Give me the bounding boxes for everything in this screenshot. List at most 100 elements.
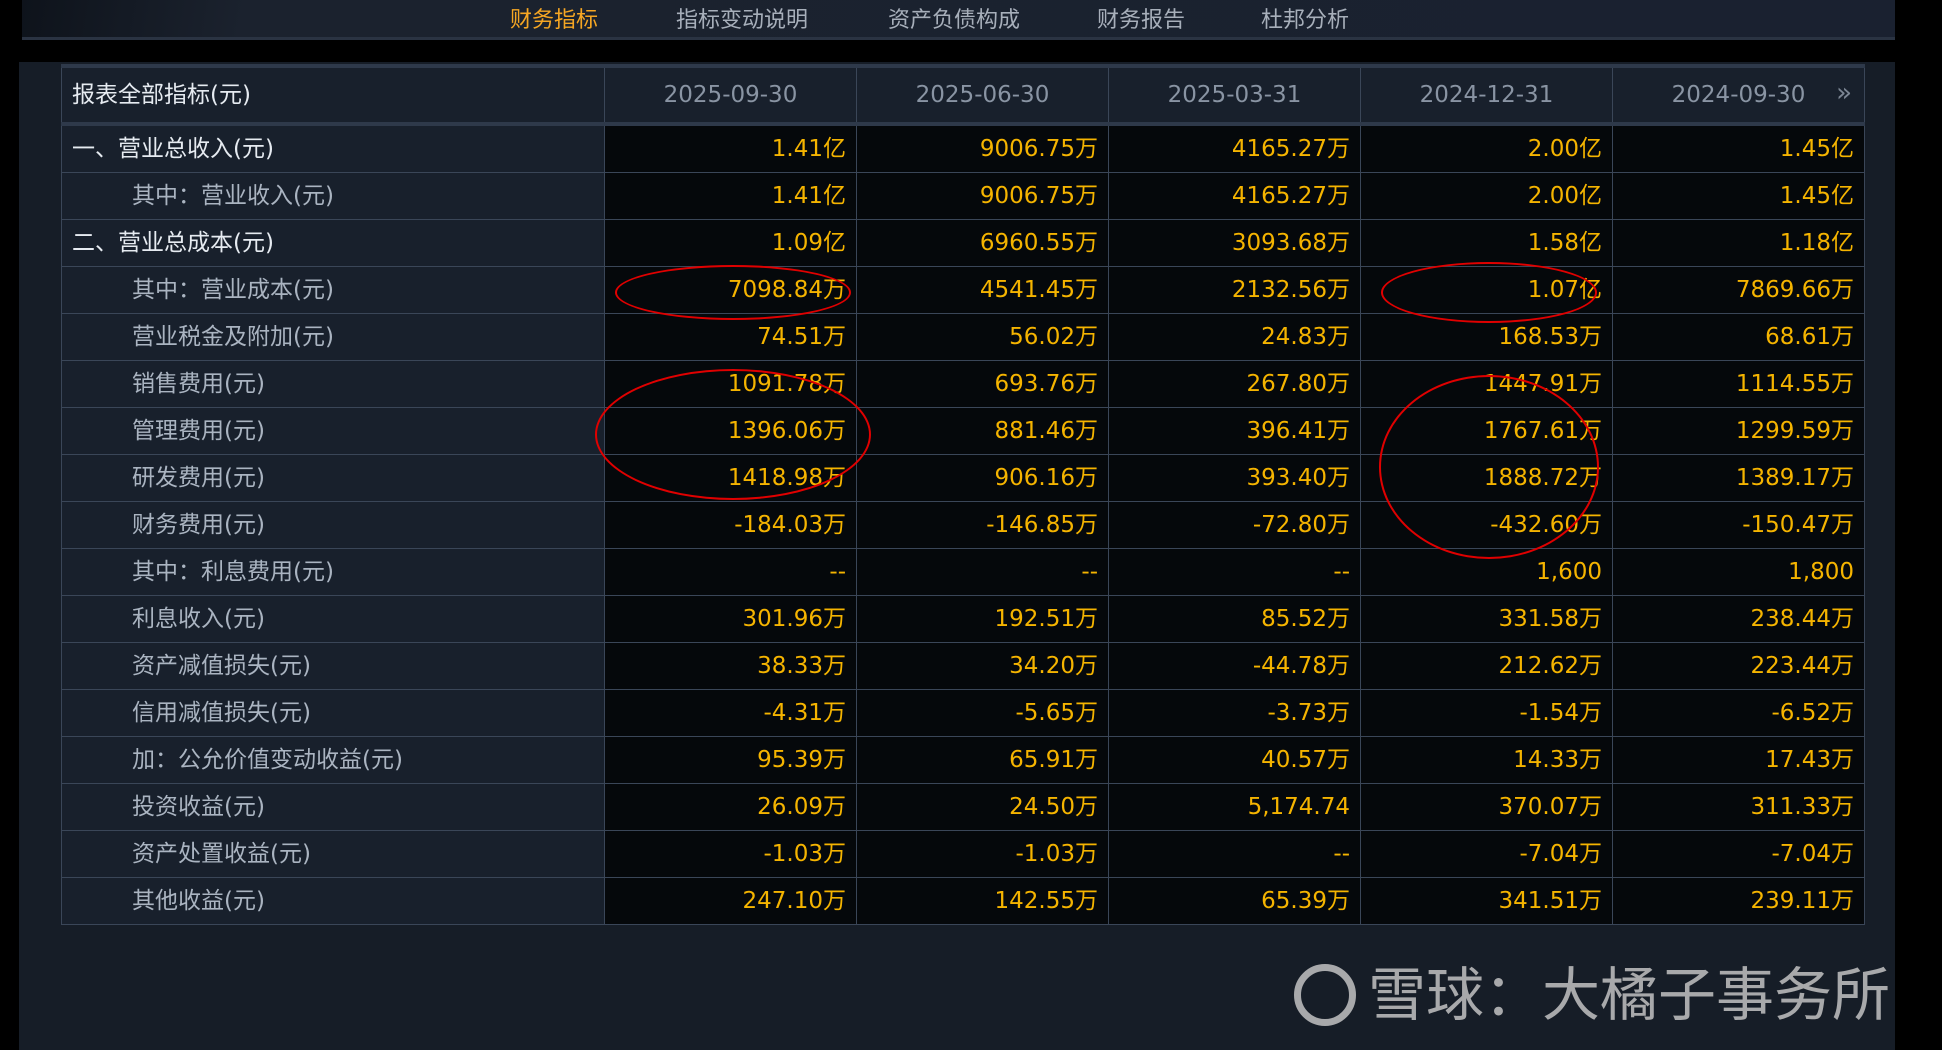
row-label: 其他收益(元) bbox=[61, 877, 605, 925]
tab-indicator-change-notes[interactable]: 指标变动说明 bbox=[675, 8, 809, 33]
value-cell: 3093.68万 bbox=[1108, 219, 1361, 267]
header-period-2024-12-31[interactable]: 2024-12-31 bbox=[1360, 64, 1613, 126]
table-row: 营业税金及附加(元) 74.51万 56.02万 24.83万 168.53万 68.61… bbox=[61, 313, 1865, 361]
table-row: 利息收入(元) 301.96万 192.51万 85.52万 331.58万 238.44… bbox=[61, 595, 1865, 643]
table-row: 其他收益(元) 247.10万 142.55万 65.39万 341.51万 239.11… bbox=[61, 877, 1865, 925]
value-cell: 168.53万 bbox=[1360, 313, 1613, 361]
table-row: 财务费用(元) -184.03万 -146.85万 -72.80万 -432.60万 -1… bbox=[61, 501, 1865, 549]
value-cell: -432.60万 bbox=[1360, 501, 1613, 549]
header-period-2025-03-31[interactable]: 2025-03-31 bbox=[1108, 64, 1361, 126]
row-label: 二、营业总成本(元) bbox=[61, 219, 605, 267]
value-cell: 74.51万 bbox=[604, 313, 857, 361]
table-row: 研发费用(元) 1418.98万 906.16万 393.40万 1888.72万 138… bbox=[61, 454, 1865, 502]
value-cell: 1.45亿 bbox=[1612, 123, 1865, 173]
value-cell: 26.09万 bbox=[604, 783, 857, 831]
value-cell: 393.40万 bbox=[1108, 454, 1361, 502]
value-cell: -5.65万 bbox=[856, 689, 1109, 737]
value-cell: -7.04万 bbox=[1360, 830, 1613, 878]
value-cell: 4541.45万 bbox=[856, 266, 1109, 314]
table-header-row: 报表全部指标(元) 2025-09-30 2025-06-30 2025-03-31… bbox=[61, 64, 1865, 126]
tab-financial-indicators[interactable]: 财务指标 bbox=[509, 8, 599, 33]
header-period-2025-06-30[interactable]: 2025-06-30 bbox=[856, 64, 1109, 126]
header-period-2024-09-30[interactable]: 2024-09-30 » bbox=[1612, 64, 1865, 126]
value-cell: 17.43万 bbox=[1612, 736, 1865, 784]
value-cell: -72.80万 bbox=[1108, 501, 1361, 549]
row-label: 资产减值损失(元) bbox=[61, 642, 605, 690]
tab-balance-sheet-composition[interactable]: 资产负债构成 bbox=[887, 8, 1021, 33]
value-cell: 239.11万 bbox=[1612, 877, 1865, 925]
value-cell: -6.52万 bbox=[1612, 689, 1865, 737]
value-cell: 396.41万 bbox=[1108, 407, 1361, 455]
value-cell: 38.33万 bbox=[604, 642, 857, 690]
row-label: 其中：利息费用(元) bbox=[61, 548, 605, 596]
value-cell: 1418.98万 bbox=[604, 454, 857, 502]
row-label: 利息收入(元) bbox=[61, 595, 605, 643]
value-cell: -- bbox=[1108, 548, 1361, 596]
row-label: 资产处置收益(元) bbox=[61, 830, 605, 878]
row-label: 财务费用(元) bbox=[61, 501, 605, 549]
value-cell: -44.78万 bbox=[1108, 642, 1361, 690]
tab-dupont-analysis[interactable]: 杜邦分析 bbox=[1260, 8, 1350, 33]
table-row: 其中：利息费用(元) -- -- -- 1,600 1,800 bbox=[61, 548, 1865, 596]
value-cell: 85.52万 bbox=[1108, 595, 1361, 643]
value-cell: 881.46万 bbox=[856, 407, 1109, 455]
value-cell: 1.41亿 bbox=[604, 123, 857, 173]
value-cell: 2132.56万 bbox=[1108, 266, 1361, 314]
table-row: 投资收益(元) 26.09万 24.50万 5,174.74 370.07万 311.33… bbox=[61, 783, 1865, 831]
value-cell: 65.91万 bbox=[856, 736, 1109, 784]
value-cell: 9006.75万 bbox=[856, 172, 1109, 220]
row-label: 其中：营业成本(元) bbox=[61, 266, 605, 314]
row-label: 信用减值损失(元) bbox=[61, 689, 605, 737]
period-label: 2024-09-30 bbox=[1671, 82, 1806, 108]
value-cell: -146.85万 bbox=[856, 501, 1109, 549]
table-row: 资产减值损失(元) 38.33万 34.20万 -44.78万 212.62万 223.4… bbox=[61, 642, 1865, 690]
value-cell: -4.31万 bbox=[604, 689, 857, 737]
value-cell: 223.44万 bbox=[1612, 642, 1865, 690]
value-cell: -184.03万 bbox=[604, 501, 857, 549]
value-cell: -- bbox=[856, 548, 1109, 596]
value-cell: 65.39万 bbox=[1108, 877, 1361, 925]
value-cell: 14.33万 bbox=[1360, 736, 1613, 784]
row-label: 管理费用(元) bbox=[61, 407, 605, 455]
financial-indicators-table: 报表全部指标(元) 2025-09-30 2025-06-30 2025-03-31… bbox=[61, 64, 1865, 925]
value-cell: 34.20万 bbox=[856, 642, 1109, 690]
value-cell: 1,800 bbox=[1612, 548, 1865, 596]
value-cell: 5,174.74 bbox=[1108, 783, 1361, 831]
value-cell: 1396.06万 bbox=[604, 407, 857, 455]
value-cell: 4165.27万 bbox=[1108, 123, 1361, 173]
row-label: 一、营业总收入(元) bbox=[61, 123, 605, 173]
value-cell: 4165.27万 bbox=[1108, 172, 1361, 220]
value-cell: 331.58万 bbox=[1360, 595, 1613, 643]
value-cell: 1.07亿 bbox=[1360, 266, 1613, 314]
value-cell: 24.50万 bbox=[856, 783, 1109, 831]
table-row: 一、营业总收入(元) 1.41亿 9006.75万 4165.27万 2.00亿 1.45… bbox=[61, 123, 1865, 173]
value-cell: -1.03万 bbox=[604, 830, 857, 878]
value-cell: 142.55万 bbox=[856, 877, 1109, 925]
value-cell: -7.04万 bbox=[1612, 830, 1865, 878]
value-cell: 24.83万 bbox=[1108, 313, 1361, 361]
value-cell: -150.47万 bbox=[1612, 501, 1865, 549]
header-period-2025-09-30[interactable]: 2025-09-30 bbox=[604, 64, 857, 126]
value-cell: 693.76万 bbox=[856, 360, 1109, 408]
table-row: 其中：营业成本(元) 7098.84万 4541.45万 2132.56万 1.07亿 7… bbox=[61, 266, 1865, 314]
value-cell: 192.51万 bbox=[856, 595, 1109, 643]
period-label: 2025-09-30 bbox=[663, 82, 798, 108]
value-cell: 40.57万 bbox=[1108, 736, 1361, 784]
top-nav-bar: 财务指标 指标变动说明 资产负债构成 财务报告 杜邦分析 bbox=[22, 0, 1895, 40]
value-cell: 1,600 bbox=[1360, 548, 1613, 596]
tab-financial-reports[interactable]: 财务报告 bbox=[1096, 8, 1186, 33]
value-cell: 1389.17万 bbox=[1612, 454, 1865, 502]
value-cell: 267.80万 bbox=[1108, 360, 1361, 408]
period-label: 2025-06-30 bbox=[915, 82, 1050, 108]
value-cell: 1091.78万 bbox=[604, 360, 857, 408]
value-cell: 2.00亿 bbox=[1360, 172, 1613, 220]
value-cell: 1299.59万 bbox=[1612, 407, 1865, 455]
table-row: 信用减值损失(元) -4.31万 -5.65万 -3.73万 -1.54万 -6.52万 bbox=[61, 689, 1865, 737]
value-cell: 68.61万 bbox=[1612, 313, 1865, 361]
value-cell: 6960.55万 bbox=[856, 219, 1109, 267]
value-cell: 1.18亿 bbox=[1612, 219, 1865, 267]
value-cell: -1.03万 bbox=[856, 830, 1109, 878]
double-chevron-right-icon[interactable]: » bbox=[1836, 78, 1852, 108]
value-cell: 370.07万 bbox=[1360, 783, 1613, 831]
value-cell: 906.16万 bbox=[856, 454, 1109, 502]
